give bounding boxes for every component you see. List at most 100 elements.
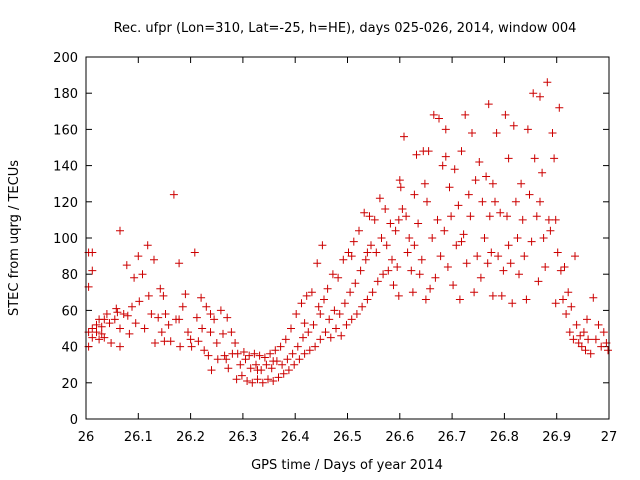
data-point <box>236 360 245 369</box>
data-point <box>295 355 304 364</box>
data-point <box>487 248 496 257</box>
data-point <box>483 259 492 268</box>
data-point <box>344 248 353 257</box>
data-point <box>131 319 140 328</box>
data-point <box>187 342 196 351</box>
data-point <box>412 150 421 159</box>
data-point <box>389 281 398 290</box>
data-point <box>116 324 124 333</box>
x-tick-label: 26.6 <box>385 430 414 445</box>
data-point <box>116 342 124 351</box>
data-point <box>398 205 407 213</box>
data-point <box>352 310 361 318</box>
data-point <box>105 319 114 328</box>
data-point <box>494 252 503 261</box>
y-tick-label: 60 <box>61 304 78 319</box>
data-point <box>450 165 459 174</box>
data-point <box>253 366 262 375</box>
y-tick-label: 100 <box>53 232 78 247</box>
data-point <box>470 288 479 297</box>
data-point <box>297 299 306 308</box>
data-point <box>245 351 254 360</box>
data-point <box>386 219 395 228</box>
data-point <box>243 377 252 385</box>
data-points <box>84 78 612 387</box>
data-point <box>207 366 216 375</box>
x-tick-label: 26.1 <box>124 430 153 445</box>
data-point <box>560 263 569 271</box>
data-point <box>97 322 106 331</box>
data-point <box>577 342 586 351</box>
data-point <box>471 176 480 185</box>
data-point <box>147 310 156 318</box>
data-point <box>271 346 280 355</box>
data-point <box>523 125 532 134</box>
data-point <box>403 248 412 257</box>
data-point <box>128 302 136 311</box>
data-point <box>534 277 543 286</box>
data-point <box>506 259 515 268</box>
data-point <box>346 288 355 297</box>
data-point <box>305 346 314 355</box>
data-point <box>551 299 560 308</box>
data-point <box>488 291 497 300</box>
x-tick-label: 26.5 <box>333 430 362 445</box>
data-point <box>475 158 484 166</box>
data-point <box>113 308 122 317</box>
data-point <box>482 172 491 181</box>
data-point <box>190 248 199 257</box>
data-point <box>548 129 557 137</box>
data-point <box>518 215 527 224</box>
data-point <box>388 255 396 264</box>
data-point <box>509 121 518 130</box>
data-point <box>232 375 241 384</box>
data-point <box>375 194 384 203</box>
data-point <box>150 255 158 264</box>
data-point <box>410 241 419 250</box>
data-point <box>538 168 547 177</box>
data-point <box>440 226 449 235</box>
data-point <box>237 371 246 380</box>
data-point <box>551 215 560 224</box>
data-point <box>264 375 272 384</box>
data-point <box>206 310 215 318</box>
data-point <box>443 263 452 271</box>
data-point <box>134 252 143 261</box>
data-point <box>119 310 128 318</box>
data-point <box>562 310 571 318</box>
data-point <box>365 212 374 221</box>
data-point <box>424 147 433 156</box>
data-point <box>283 355 292 364</box>
data-point <box>504 154 513 163</box>
data-point <box>123 311 132 320</box>
data-point <box>197 293 206 302</box>
data-point <box>496 208 505 217</box>
data-point <box>480 234 489 242</box>
data-point <box>213 355 222 364</box>
y-tick-label: 20 <box>61 377 78 392</box>
data-point <box>95 335 104 344</box>
data-point <box>212 339 221 347</box>
data-point <box>457 147 466 156</box>
data-point <box>253 375 262 384</box>
data-point <box>140 324 149 333</box>
data-point <box>597 342 606 351</box>
data-point <box>88 333 97 342</box>
data-point <box>550 154 559 163</box>
data-point <box>565 328 574 337</box>
data-point <box>429 110 438 119</box>
data-point <box>347 252 356 261</box>
data-point <box>351 279 360 288</box>
data-point <box>436 252 445 261</box>
data-point <box>457 237 466 246</box>
data-point <box>381 205 390 213</box>
data-point <box>377 234 386 242</box>
y-tick-label: 200 <box>53 51 78 66</box>
data-point <box>428 234 437 242</box>
data-point <box>227 328 236 337</box>
data-point <box>278 360 287 369</box>
data-point <box>529 89 538 98</box>
data-point <box>433 215 442 224</box>
data-point <box>591 335 600 344</box>
data-point <box>302 291 311 300</box>
